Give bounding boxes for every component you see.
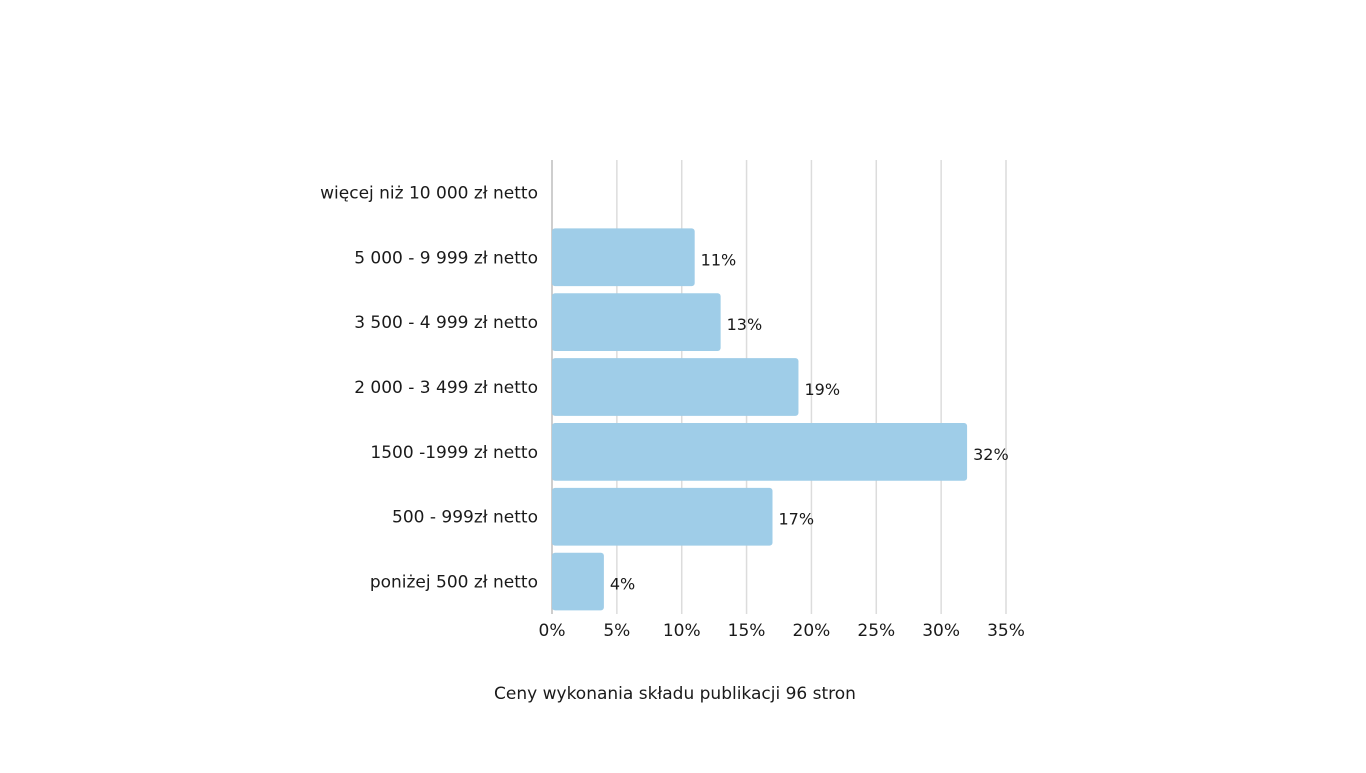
category-label: 1500 -1999 zł netto [370, 443, 538, 463]
bar [552, 422, 968, 481]
category-label: 5 000 - 9 999 zł netto [354, 248, 538, 268]
data-label: 4% [610, 575, 635, 594]
x-tick-label: 30% [922, 621, 960, 641]
category-label: 2 000 - 3 499 zł netto [354, 378, 538, 398]
labels: 0% 5% 10% 15% 20% 25% 30% 35% więcej niż 10 000 … [320, 183, 1025, 641]
x-tick-label: 0% [539, 621, 566, 641]
category-label: 500 - 999zł netto [392, 508, 538, 528]
x-tick-label: 5% [603, 621, 630, 641]
x-tick-label: 10% [663, 621, 701, 641]
chart-title: Ceny wykonania składu publikacji 96 stro… [494, 684, 856, 704]
data-label: 11% [701, 250, 737, 269]
bar [552, 358, 799, 416]
bar [552, 552, 604, 611]
data-label: 17% [779, 510, 815, 529]
x-tick-label: 15% [728, 621, 766, 641]
category-label: poniżej 500 zł netto [370, 573, 538, 593]
category-label: 3 500 - 4 999 zł netto [354, 313, 538, 333]
data-label: 13% [727, 315, 763, 334]
x-tick-label: 20% [793, 621, 831, 641]
bar [552, 293, 721, 352]
x-tick-label: 35% [987, 621, 1025, 641]
data-label: 19% [804, 380, 840, 399]
bars [552, 228, 968, 611]
bar [552, 487, 773, 546]
bar [552, 228, 695, 287]
category-label: więcej niż 10 000 zł netto [320, 183, 538, 203]
data-label: 32% [973, 445, 1009, 464]
x-tick-label: 25% [857, 621, 895, 641]
